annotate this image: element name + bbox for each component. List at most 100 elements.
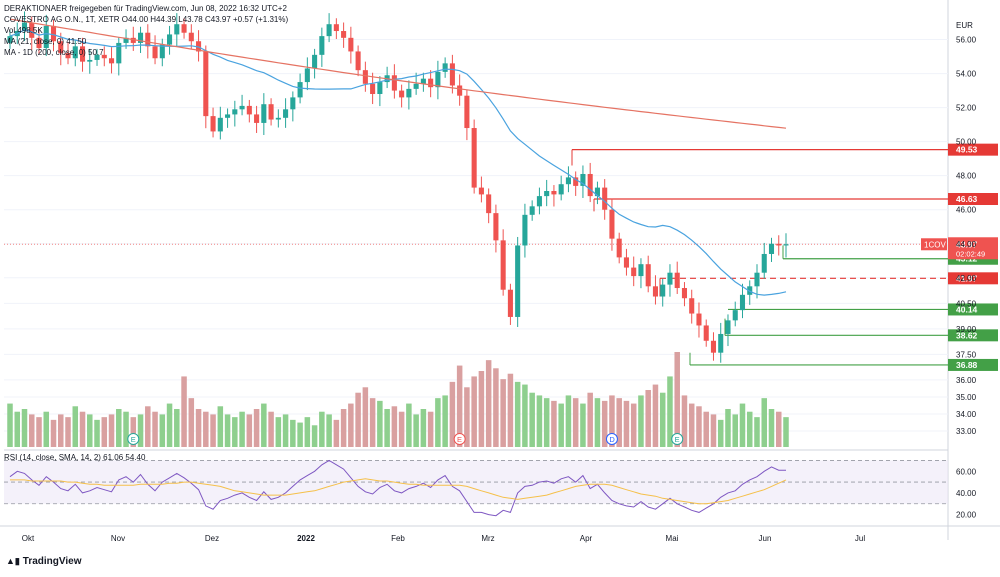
candle-body [152,46,158,59]
volume-bar [195,409,202,447]
volume-bar [572,398,579,447]
candle-body [471,128,477,188]
time-tick-label: Jun [759,534,772,543]
volume-bar [746,411,753,447]
volume-bar [362,387,369,447]
volume-bar [326,414,332,447]
header-line-1: DERAKTIONAER freigegeben für TradingView… [4,4,287,13]
event-marker-label: E [131,435,136,444]
volume-bar [674,352,680,447]
volume-bar [717,419,724,447]
event-marker-label: D [609,435,615,444]
volume-bar [224,414,231,447]
price-tick-label: 50.00 [956,138,977,147]
volume-bar [123,411,129,447]
volume-bar [420,409,427,447]
volume-bar [761,398,767,447]
currency-label: EUR [956,21,973,30]
candle-body [464,95,470,129]
candle-body [602,187,608,210]
volume-bar [87,414,93,447]
volume-bar [688,403,695,447]
event-marker-label: E [675,435,680,444]
header-line-5[interactable]: MA - 1D (200, close, 0) 50.7 [4,48,104,57]
price-tick-label: 56.00 [956,36,977,45]
volume-bar [79,411,86,447]
rsi-tick-label: 20.00 [956,511,977,520]
volume-bar [464,387,470,447]
tradingview-logo[interactable]: ▲▮ TradingView [6,556,82,567]
volume-bar [485,360,492,447]
candle-body [159,44,165,59]
volume-bar [587,392,593,447]
rsi-line [9,459,786,517]
volume-bar [652,384,659,447]
volume-bar [166,403,173,447]
candle-body [362,70,368,84]
candle-body [718,333,724,353]
candle-body [652,286,658,297]
candle-body [29,22,35,38]
candle-body [167,34,173,45]
candle-body [225,114,231,118]
candle-body [507,289,513,317]
brand-icon: ▲▮ [6,556,20,566]
candle-body [449,63,455,86]
time-tick-label: Mrz [481,534,494,543]
candle-body [406,88,412,98]
candle-body [116,42,122,64]
candle-body [138,32,144,43]
chart-header: DERAKTIONAER freigegeben für TradingView… [4,3,288,58]
volume-bar [413,414,419,447]
candle-body [326,24,332,37]
candle-body [565,177,571,185]
header-line-4[interactable]: MA (21, close, 0) 41.50 [4,37,87,46]
candle-body [732,310,738,321]
level-value: 46.63 [956,194,978,204]
volume-bar [725,409,731,447]
volume-bar [304,417,311,447]
header-line-3[interactable]: Vol 498.5K [4,26,43,35]
candle-body [667,272,673,285]
price-levels: 49.5346.6343.1241.9740.1438.6236.881COV4… [4,143,998,371]
volume-bar [500,379,506,447]
last-price-tag [948,237,998,260]
rsi-legend[interactable]: RSI (14, close, SMA, 14, 2) 61.06 54.40 [4,453,145,462]
price-tick-label: 48.00 [956,172,977,181]
candle-body [94,54,100,60]
price-tick-label: 39.00 [956,325,977,334]
candle-body [544,191,550,197]
candle-body [283,109,289,118]
level-value: 41.97 [956,273,978,283]
candle-body [442,63,448,72]
last-price-value: 43.97 [956,239,978,249]
price-tick-label: 33.00 [956,427,977,436]
event-marker [127,433,140,445]
volume-bar [188,398,195,447]
candle-body [261,104,267,123]
volume-bar [217,406,224,447]
candle-body [529,206,535,215]
candle-body [623,257,629,268]
candle-body [457,85,463,96]
candle-body [391,75,397,91]
time-tick-label: Feb [391,534,405,543]
event-marker [671,433,684,445]
candle-body [101,54,107,59]
volume-bar [232,417,238,447]
volume-bar [659,392,666,447]
header-line-2[interactable]: COVESTRO AG O.N., 1T, XETR O44.00 H44.39… [4,15,289,24]
candle-body [58,41,64,54]
volume-bar [145,406,151,447]
volume-bar [449,381,456,447]
candle-body [435,71,441,88]
volume-bar [65,417,71,447]
time-tick-label: Nov [111,534,125,543]
volume-bar [754,417,760,447]
volume-bar [471,376,477,447]
volume-bar [159,414,166,447]
volume-bar [116,409,122,447]
candle-body [108,58,115,64]
